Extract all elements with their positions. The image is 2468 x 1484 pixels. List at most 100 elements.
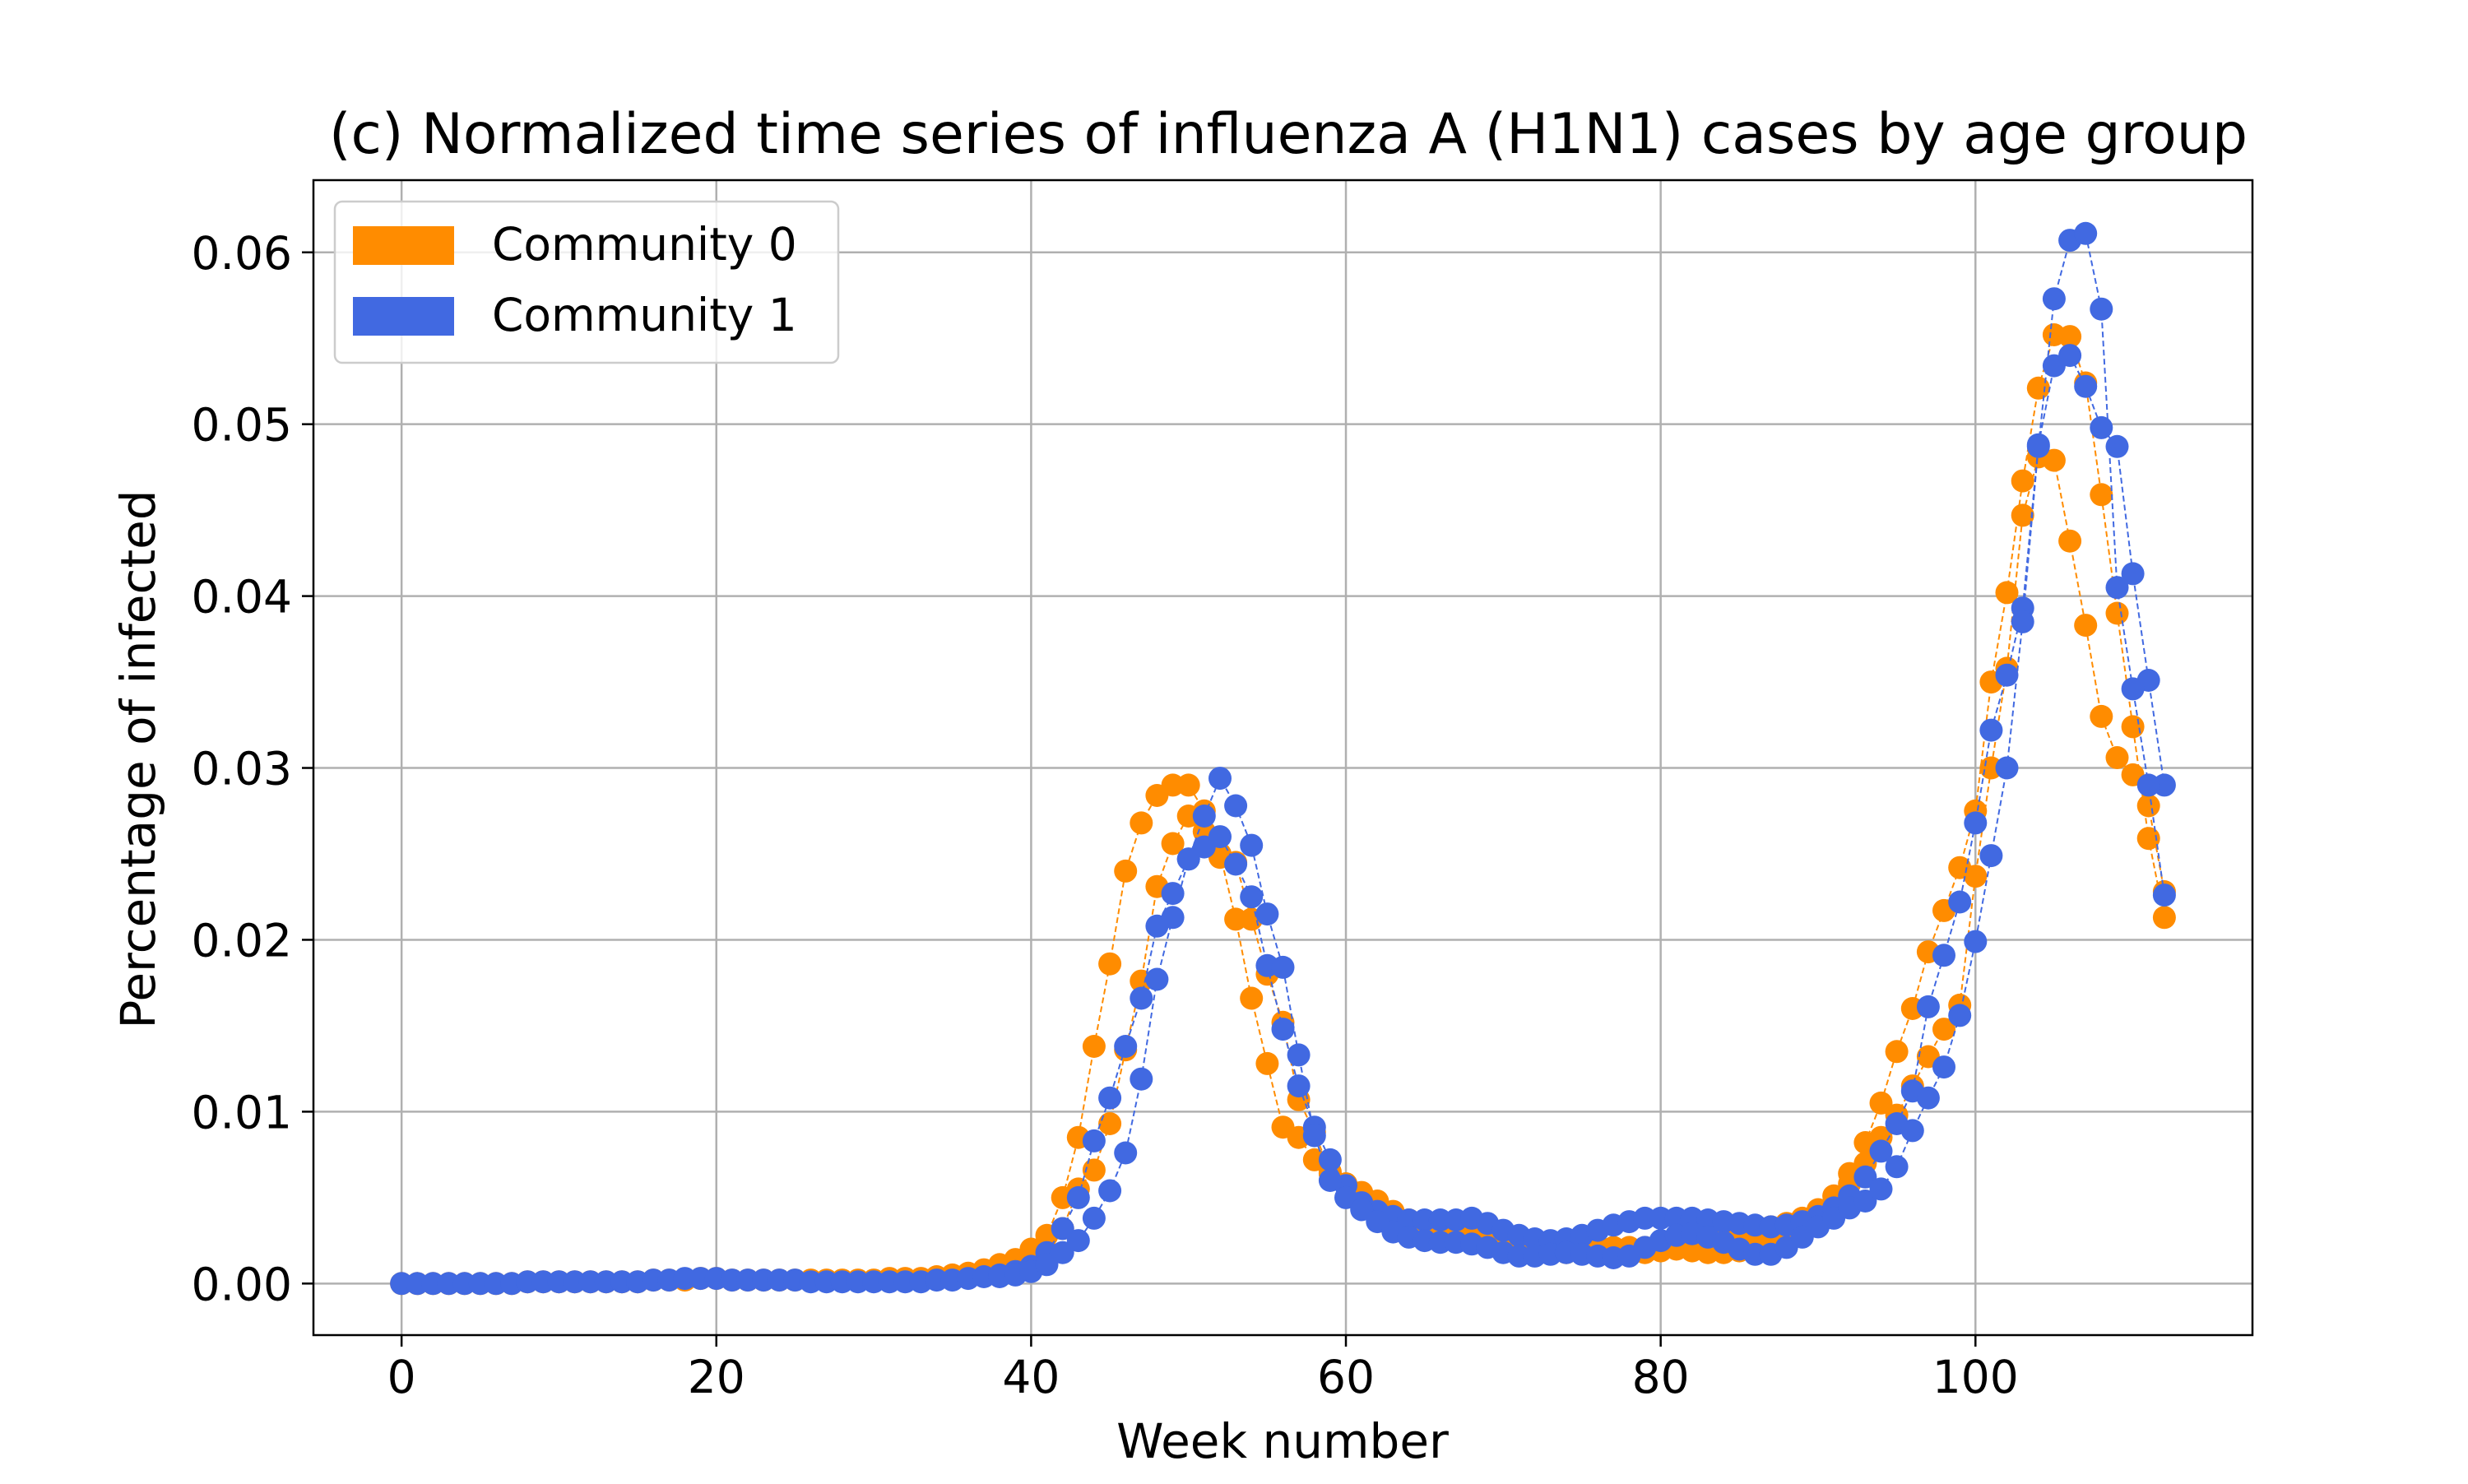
data-point [2058, 325, 2082, 349]
data-point [1161, 832, 1185, 856]
data-point [2105, 576, 2129, 600]
y-tick-label: 0.01 [192, 1086, 292, 1139]
data-point [1633, 1206, 1657, 1230]
data-point [1853, 1165, 1877, 1189]
data-point [846, 1270, 870, 1294]
data-point [1334, 1185, 1357, 1209]
x-axis-label: Week number [1116, 1413, 1449, 1469]
data-point [390, 1272, 414, 1296]
data-point [2121, 562, 2145, 586]
y-tick-label: 0.02 [192, 914, 292, 967]
data-point [2121, 677, 2145, 701]
data-point [1066, 1229, 1090, 1253]
data-point [2011, 469, 2034, 493]
data-point [1082, 1206, 1106, 1230]
data-point [1916, 995, 1940, 1018]
data-point [1130, 811, 1153, 835]
data-point [1051, 1241, 1074, 1264]
y-axis-ticks: 0.00 0.01 0.02 0.03 0.04 0.05 0.06 [192, 227, 313, 1310]
data-point [1964, 865, 1988, 888]
data-point [2074, 614, 2098, 638]
data-point [1098, 1086, 1122, 1110]
plot-series [390, 221, 2176, 1296]
data-point [594, 1270, 618, 1294]
data-point [1979, 718, 2003, 742]
data-point [642, 1268, 666, 1292]
data-point [2011, 610, 2034, 633]
data-point [1885, 1155, 1909, 1179]
data-point [2105, 434, 2129, 458]
data-point [1948, 1004, 1972, 1027]
data-point [2090, 297, 2113, 321]
data-point [1995, 756, 2019, 780]
data-point [2058, 344, 2082, 368]
data-point [1995, 581, 2019, 605]
x-tick-label: 60 [1317, 1351, 1375, 1403]
data-point [1948, 890, 1972, 914]
x-tick-label: 40 [1002, 1351, 1060, 1403]
y-tick-label: 0.04 [192, 571, 292, 624]
x-axis-ticks: 0 20 40 60 80 100 [387, 1335, 2019, 1403]
data-point [1208, 767, 1232, 791]
data-point [2074, 374, 2098, 398]
data-point [531, 1270, 555, 1294]
data-point [1932, 1018, 1955, 1041]
data-point [1869, 1091, 1893, 1115]
data-point [1066, 1185, 1090, 1209]
data-point [1900, 1119, 1924, 1143]
data-point [1176, 773, 1200, 797]
data-point [2042, 287, 2066, 311]
data-point [1082, 1035, 1106, 1058]
data-point [2136, 794, 2160, 818]
data-point [1082, 1129, 1106, 1152]
data-point [1287, 1074, 1311, 1098]
data-point [484, 1272, 508, 1296]
data-point [1885, 1040, 1909, 1064]
legend-swatch-community-1 [353, 297, 454, 336]
x-tick-label: 0 [387, 1351, 416, 1403]
data-point [1318, 1148, 1342, 1171]
data-point [893, 1270, 917, 1294]
y-axis-label: Percentage of infected [110, 489, 166, 1028]
x-tick-label: 80 [1632, 1351, 1690, 1403]
chart-title: (c) Normalized time series of influenza … [329, 102, 2248, 167]
data-point [1318, 1169, 1342, 1192]
data-point [1161, 906, 1185, 930]
data-point [2042, 448, 2066, 472]
legend-swatch-community-0 [353, 226, 454, 265]
data-point [2090, 415, 2113, 439]
data-point [689, 1267, 712, 1291]
data-point [1255, 902, 1279, 926]
data-point [1350, 1198, 1374, 1222]
data-point [1271, 955, 1295, 979]
data-point [1240, 833, 1264, 857]
legend: Community 0 Community 1 [333, 200, 840, 364]
series-line [401, 333, 2165, 1285]
data-point [2011, 503, 2034, 527]
data-point [437, 1272, 461, 1296]
legend-frame [333, 200, 840, 364]
data-point [1964, 930, 1988, 953]
data-point [2152, 906, 2176, 930]
y-tick-label: 0.03 [192, 743, 292, 795]
data-point [1869, 1139, 1893, 1163]
data-point [1224, 852, 1248, 876]
data-point [1995, 663, 2019, 687]
y-tick-label: 0.06 [192, 227, 292, 280]
data-point [736, 1268, 759, 1292]
data-point [1145, 967, 1169, 991]
data-point [2152, 883, 2176, 907]
series-community-0 [390, 323, 2176, 1296]
data-point [1161, 882, 1185, 906]
data-point [1130, 986, 1153, 1010]
data-point [1869, 1177, 1893, 1201]
data-point [1035, 1253, 1059, 1277]
data-point [2136, 773, 2160, 797]
y-tick-label: 0.05 [192, 399, 292, 452]
data-point [1051, 1217, 1074, 1241]
data-point [2058, 529, 2082, 553]
data-point [2121, 715, 2145, 739]
grid-lines [313, 180, 2252, 1335]
